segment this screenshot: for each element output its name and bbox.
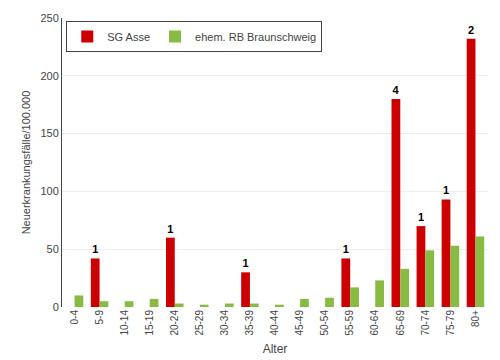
svg-text:20-24: 20-24 bbox=[169, 310, 180, 336]
svg-text:50-54: 50-54 bbox=[319, 310, 330, 336]
svg-text:0: 0 bbox=[53, 301, 59, 313]
svg-text:2: 2 bbox=[468, 24, 474, 36]
svg-text:1: 1 bbox=[167, 223, 173, 235]
svg-text:4: 4 bbox=[392, 84, 399, 96]
svg-text:15-19: 15-19 bbox=[144, 310, 155, 336]
svg-text:80+: 80+ bbox=[470, 310, 481, 327]
svg-text:200: 200 bbox=[40, 70, 58, 82]
svg-text:60-64: 60-64 bbox=[369, 310, 380, 336]
svg-text:35-39: 35-39 bbox=[244, 310, 255, 336]
svg-text:75-79: 75-79 bbox=[445, 310, 456, 336]
svg-text:70-74: 70-74 bbox=[420, 310, 431, 336]
svg-text:Neuerkrankungsfälle/100.000: Neuerkrankungsfälle/100.000 bbox=[20, 91, 32, 235]
svg-text:100: 100 bbox=[40, 185, 58, 197]
svg-text:1: 1 bbox=[443, 184, 449, 196]
svg-text:1: 1 bbox=[418, 211, 424, 223]
svg-text:250: 250 bbox=[40, 12, 58, 24]
svg-text:0-4: 0-4 bbox=[69, 310, 80, 325]
svg-text:1: 1 bbox=[343, 243, 349, 255]
svg-text:5-9: 5-9 bbox=[94, 310, 105, 325]
svg-text:ehem. RB Braunschweig: ehem. RB Braunschweig bbox=[195, 31, 316, 43]
svg-text:SG Asse: SG Asse bbox=[107, 31, 150, 43]
svg-text:55-59: 55-59 bbox=[344, 310, 355, 336]
svg-text:10-14: 10-14 bbox=[119, 310, 130, 336]
svg-text:150: 150 bbox=[40, 127, 58, 139]
svg-text:30-34: 30-34 bbox=[219, 310, 230, 336]
svg-text:40-44: 40-44 bbox=[269, 310, 280, 336]
svg-text:50: 50 bbox=[47, 243, 59, 255]
svg-text:1: 1 bbox=[92, 243, 98, 255]
svg-text:65-69: 65-69 bbox=[395, 310, 406, 336]
svg-text:1: 1 bbox=[242, 257, 248, 269]
svg-text:25-29: 25-29 bbox=[194, 310, 205, 336]
svg-text:45-49: 45-49 bbox=[294, 310, 305, 336]
svg-text:Alter: Alter bbox=[263, 342, 288, 356]
